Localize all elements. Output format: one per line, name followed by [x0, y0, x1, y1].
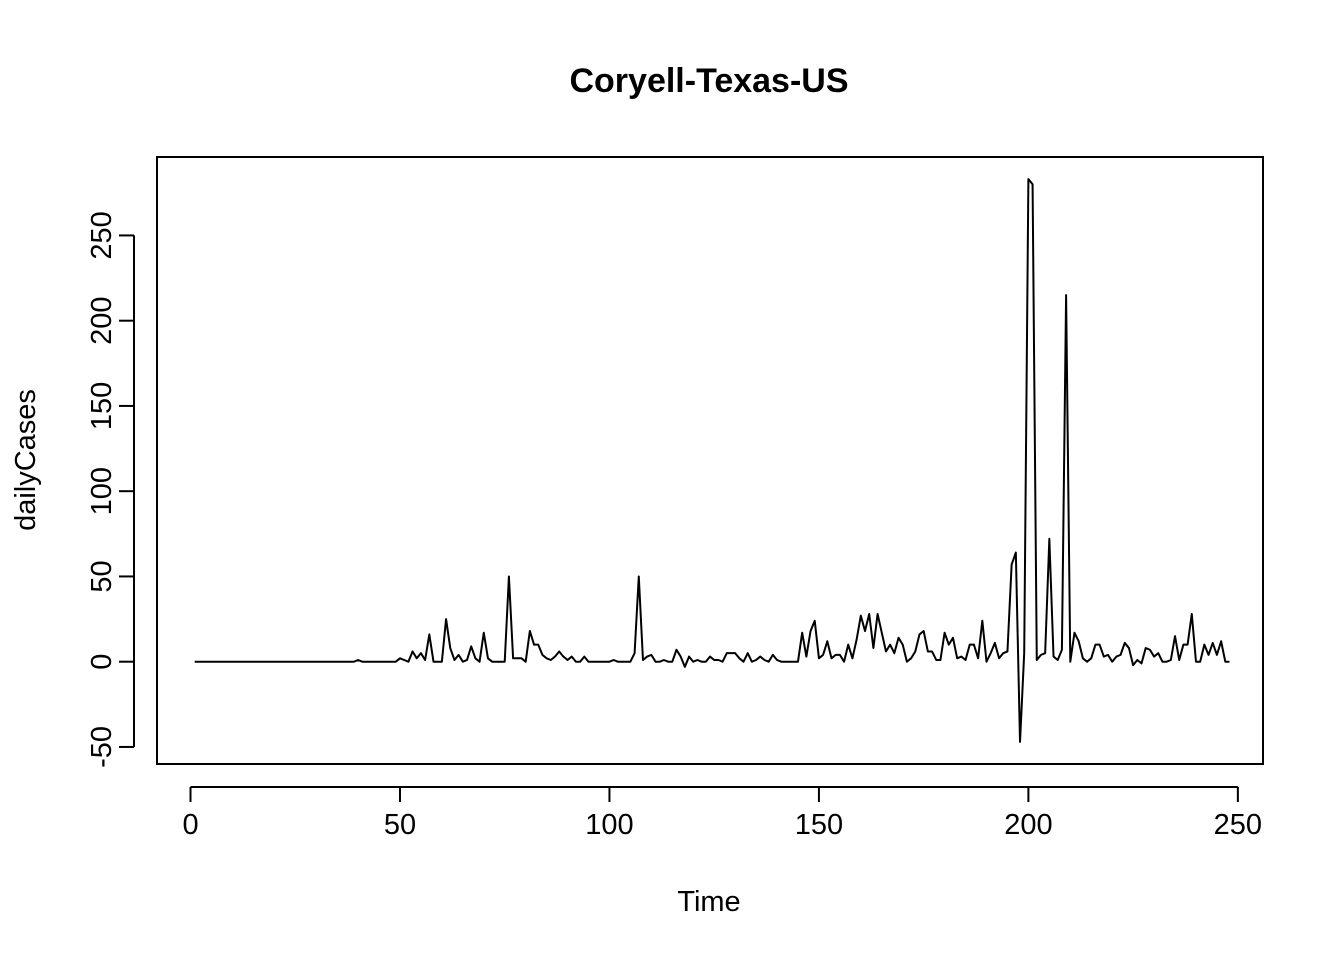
plot-frame — [156, 156, 1264, 765]
x-axis: 0 50 100 150 200 250 — [182, 786, 1262, 841]
y-axis: -50 0 50 100 150 200 250 — [86, 211, 135, 768]
x-axis-label: Time — [677, 886, 740, 918]
x-tick-label: 150 — [795, 809, 843, 841]
y-tick-label: 100 — [86, 467, 118, 515]
x-tick-label: 100 — [585, 809, 633, 841]
x-tick-label: 250 — [1214, 809, 1262, 841]
y-tick-label: 250 — [86, 211, 118, 259]
y-axis-label: dailyCases — [10, 389, 42, 531]
y-tick-label: -50 — [86, 726, 118, 768]
x-tick-label: 50 — [384, 809, 416, 841]
y-tick-label: 50 — [86, 560, 118, 592]
series-layer — [194, 178, 1230, 743]
chart-title: Coryell-Texas-US — [569, 62, 848, 100]
x-tick-label: 0 — [182, 809, 198, 841]
y-tick-label: 200 — [86, 296, 118, 344]
y-tick-label: 150 — [86, 382, 118, 430]
x-tick-label: 200 — [1004, 809, 1052, 841]
series-line — [194, 178, 1230, 743]
y-tick-label: 0 — [86, 654, 118, 670]
